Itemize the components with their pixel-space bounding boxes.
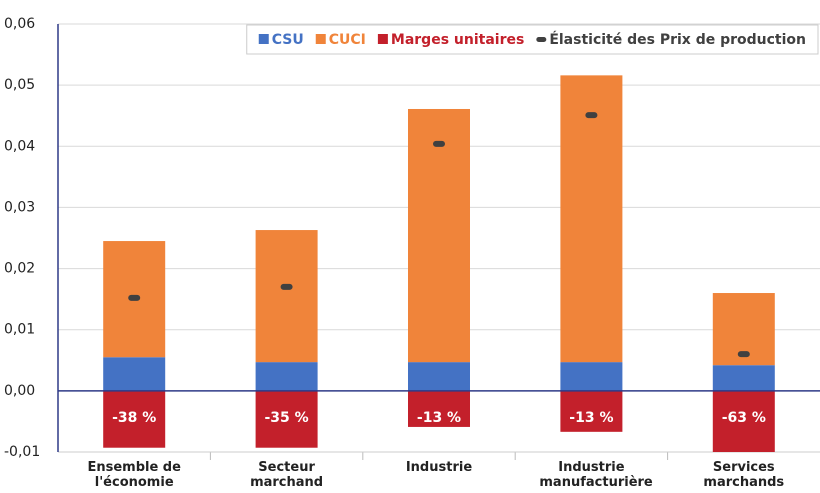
x-tick-label: Ensemble de l'économie [87, 460, 181, 490]
legend-box [246, 24, 819, 55]
bar-segment [255, 390, 318, 448]
x-tick-label: Secteur marchand [250, 460, 324, 490]
marker [128, 294, 141, 301]
legend: CSU CUCI Marges unitaires Élasticité des Pr… [246, 24, 819, 55]
y-tick-label: -0,01 [4, 444, 40, 460]
y-tick-label: 0,00 [4, 383, 35, 399]
bar-segment [560, 390, 623, 432]
bar-annotation: -35 % [264, 410, 308, 426]
y-tick-label: 0,05 [4, 77, 35, 93]
bar-annotation: -38 % [112, 410, 156, 426]
y-tick-label: 0,04 [4, 138, 35, 154]
legend-swatch [536, 37, 547, 42]
y-tick-label: 0,03 [4, 199, 35, 215]
bar-segment [255, 362, 318, 391]
x-tick-label: Industrie manufacturière [539, 460, 653, 490]
legend-swatch [315, 34, 326, 44]
y-tick-label: 0,06 [4, 16, 35, 32]
bar-segment [560, 362, 623, 391]
marker [433, 140, 445, 147]
x-tick-label: Industrie [405, 460, 473, 475]
legend-swatch [258, 34, 269, 44]
legend-label: Marges unitaires [391, 32, 524, 48]
legend-swatch [377, 34, 388, 44]
x-tick-label: Services marchands [703, 460, 785, 490]
legend-label: CSU [272, 32, 304, 48]
bar-segment [712, 390, 775, 452]
bar-segment [560, 75, 623, 363]
bar-annotation: -13 % [569, 410, 613, 426]
bar-segment [255, 230, 318, 363]
marker [737, 351, 750, 358]
y-tick-label: 0,02 [4, 261, 35, 277]
bar-annotation: -63 % [722, 410, 766, 426]
bar-segment [712, 365, 775, 391]
y-tick-label: 0,01 [4, 322, 35, 338]
legend-label: Élasticité des Prix de production [549, 31, 806, 48]
bar-segment [103, 390, 166, 448]
marker [280, 283, 293, 290]
bar-annotation: -13 % [417, 410, 461, 426]
bar-segment [408, 390, 470, 427]
marker [585, 112, 598, 119]
bar-segment [408, 108, 470, 363]
legend-label: CUCI [329, 32, 366, 48]
bar-segment [103, 357, 166, 391]
bar-segment [408, 362, 470, 391]
